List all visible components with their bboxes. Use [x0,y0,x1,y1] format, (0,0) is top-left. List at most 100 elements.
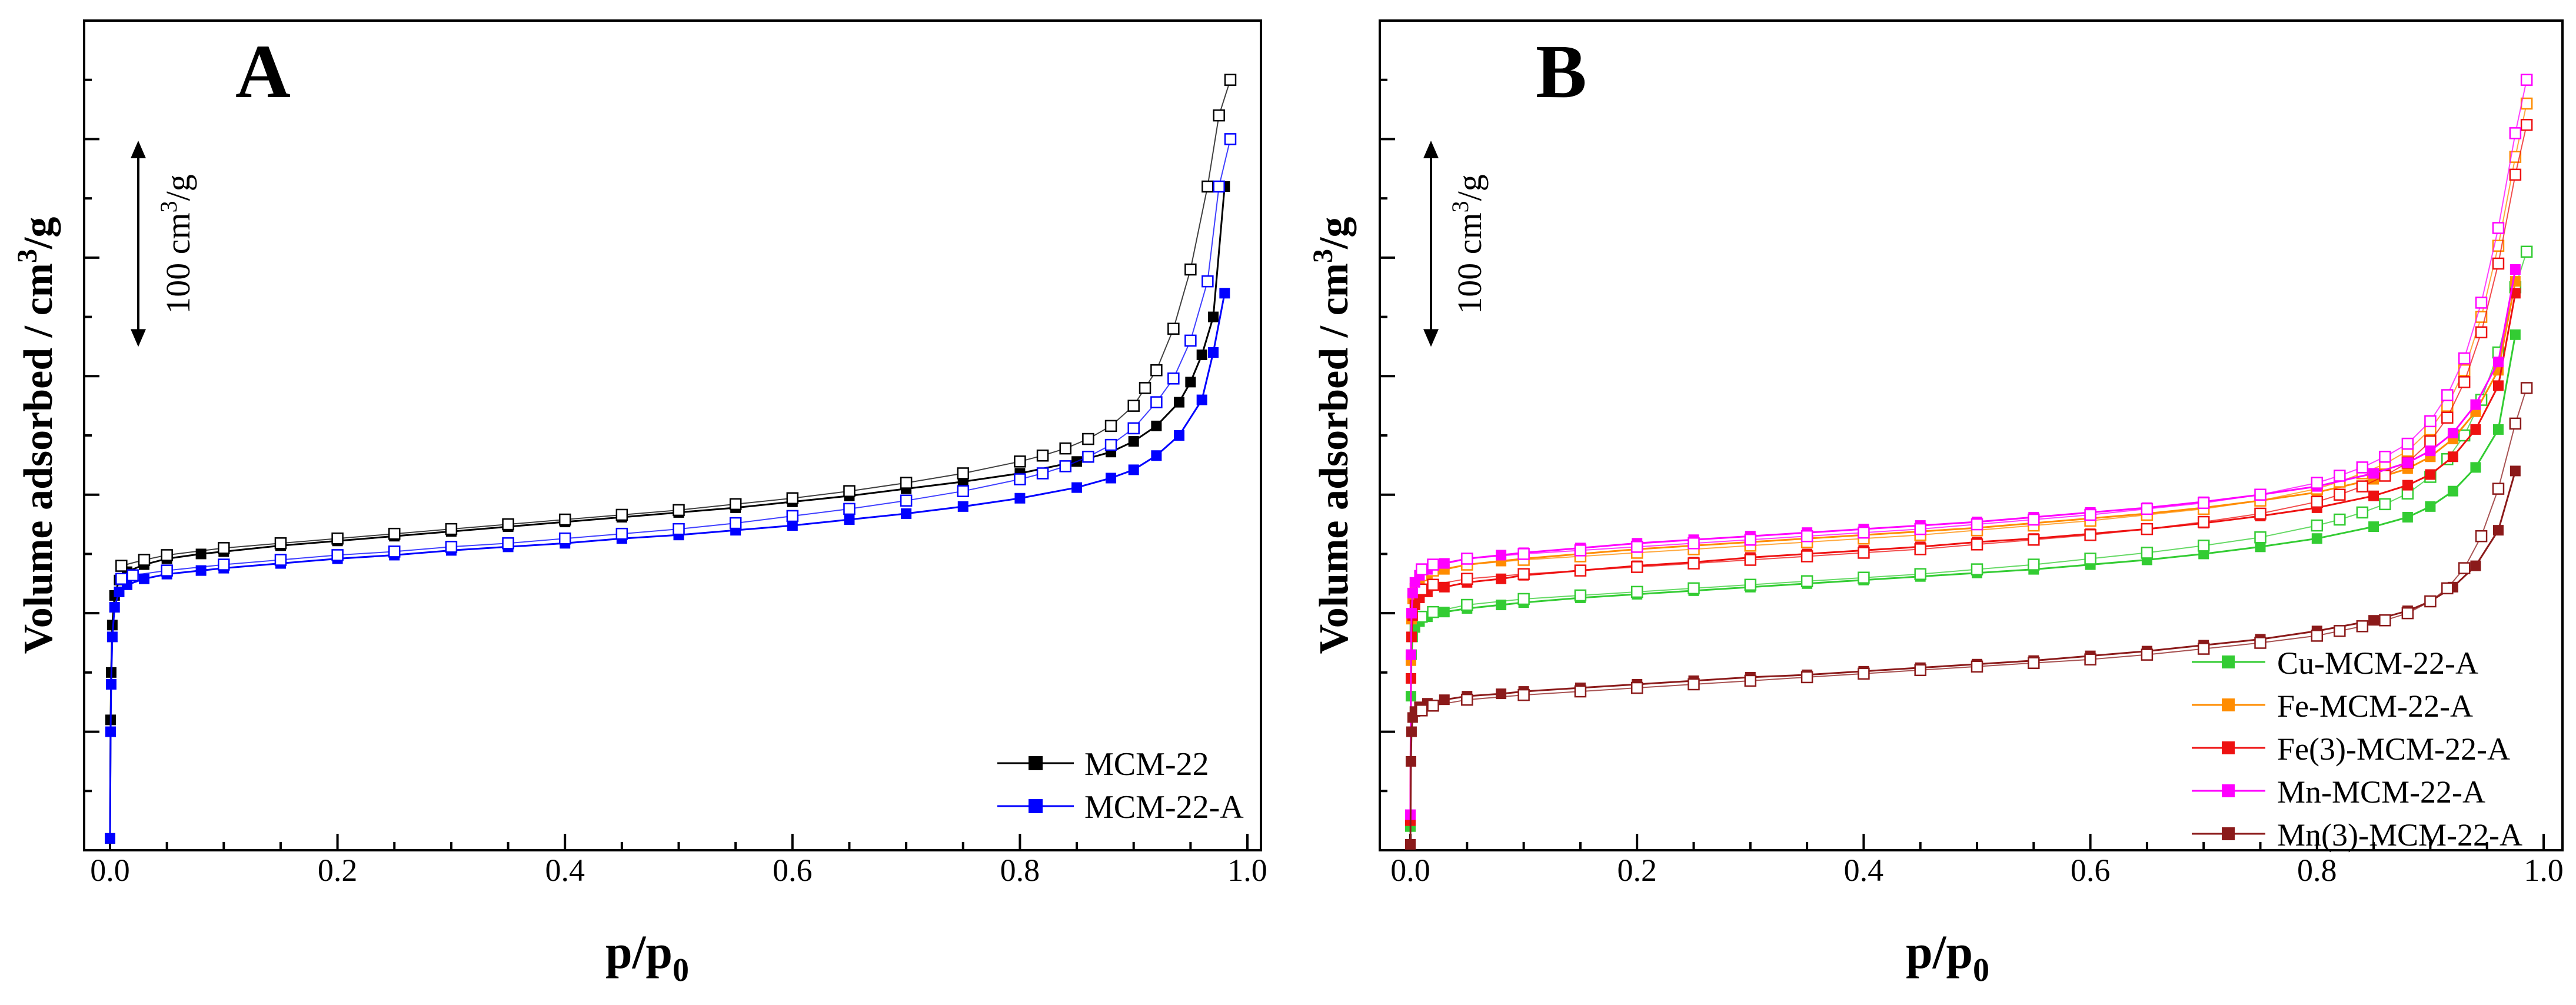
desorption-point [1150,396,1163,408]
desorption-point [1167,322,1180,335]
desorption-point [1971,660,1983,673]
desorption-point [1517,593,1530,605]
desorption-point [1744,578,1757,591]
desorption-point [2379,451,2391,463]
panel-b-x-axis-title: p/p0 [1906,925,1989,989]
desorption-point [729,517,742,530]
desorption-point [445,541,458,553]
desorption-point [2356,461,2369,474]
desorption-point [1858,571,1870,584]
desorption-point [331,532,344,545]
desorption-point [161,549,173,561]
adsorption-point [195,548,207,560]
desorption-point [1858,526,1870,539]
adsorption-point [2368,468,2379,479]
panel-b-scale-bar [1423,141,1439,347]
desorption-point [1800,671,1813,684]
svg-text:Mn(3)-MCM-22-A: Mn(3)-MCM-22-A [2277,817,2522,853]
panel-a-y-ticks [84,19,99,851]
desorption-point [2424,415,2437,428]
desorption-point [2311,519,2324,532]
x-tick-label: 0.2 [1617,853,1657,888]
desorption-point [1574,564,1587,577]
adsorption-point [2402,511,2413,523]
desorption-point [2254,507,2267,520]
desorption-point [2509,151,2522,163]
adsorption-point [1196,394,1207,405]
x-tick-label: 1.0 [2524,853,2564,888]
x-tick-label: 0.4 [1844,853,1884,888]
desorption-point [615,527,628,540]
desorption-point [2197,497,2210,510]
adsorption-point [1496,688,1507,700]
desorption-point [2475,530,2488,543]
desorption-point [2084,553,2096,565]
adsorption-point [1496,600,1507,611]
legend-item-mn-mcm-22-a: Mn-MCM-22-A [2192,774,2485,810]
desorption-point [2197,643,2210,655]
desorption-point [1427,578,1439,591]
desorption-point [218,542,230,554]
adsorption-point [1496,573,1507,584]
panel-b-y-axis-title: Volume adsorbed / cm3/g [1307,217,1357,654]
adsorption-point [2311,533,2322,544]
desorption-point [2254,488,2267,501]
adsorption-point [1174,397,1185,408]
adsorption-point [1151,420,1162,431]
desorption-point [1213,180,1225,193]
adsorption-point [1014,492,1026,504]
x-tick-label: 0.6 [2071,853,2111,888]
desorption-point [900,494,913,507]
desorption-point [2334,513,2346,526]
scale-bar-arrow-down [131,329,146,347]
desorption-point [1630,541,1643,553]
desorption-point [1416,610,1428,623]
desorption-point [1914,568,1926,580]
adsorption-point [1407,587,1418,598]
desorption-point [502,518,514,531]
svg-text:MCM-22-A: MCM-22-A [1084,789,1244,826]
desorption-point [1744,534,1757,546]
adsorption-point [2510,264,2521,275]
desorption-point [2379,614,2391,627]
desorption-point [388,527,401,540]
desorption-point [2475,297,2488,309]
svg-text:Mn-MCM-22-A: Mn-MCM-22-A [2277,774,2485,810]
panel-a-y-axis-title: Volume adsorbed / cm3/g [12,217,61,654]
desorption-point [1800,575,1813,588]
desorption-point [2475,326,2488,339]
desorption-point [2492,222,2505,234]
adsorption-point [787,520,798,531]
panel-a-x-axis-title: p/p0 [605,925,689,989]
panel-a-legend: MCM-22 MCM-22-A [997,746,1244,826]
desorption-point [2458,376,2471,388]
x-tick-label: 1.0 [1227,853,1267,888]
adsorption-point [1071,482,1083,493]
desorption-point [2334,470,2346,482]
adsorption-point [2425,469,2436,480]
adsorption-point [1405,756,1416,767]
adsorption-point [2255,541,2266,553]
desorption-point [1213,109,1225,122]
desorption-point [1224,74,1237,86]
desorption-point [2084,508,2096,521]
desorption-point [2334,488,2346,501]
adsorption-point [2492,525,2504,536]
desorption-point [2028,657,2040,669]
desorption-point [1104,420,1117,432]
desorption-point [1184,334,1197,347]
adsorption-point [1405,838,1416,850]
desorption-point [1416,704,1428,717]
desorption-point [1059,442,1071,455]
desorption-point [2520,245,2533,258]
svg-text:Fe(3)-MCM-22-A: Fe(3)-MCM-22-A [2277,731,2510,767]
desorption-point [1167,372,1180,385]
adsorption-point [1185,377,1196,388]
adsorption-point [844,514,855,525]
desorption-point [729,498,742,511]
desorption-point [2441,389,2454,401]
desorption-point [1914,543,1926,555]
legend-item-cu-mcm-22-a: Cu-MCM-22-A [2192,645,2478,681]
legend-item-mcm-22: MCM-22 [997,746,1209,783]
desorption-point [2520,74,2533,86]
